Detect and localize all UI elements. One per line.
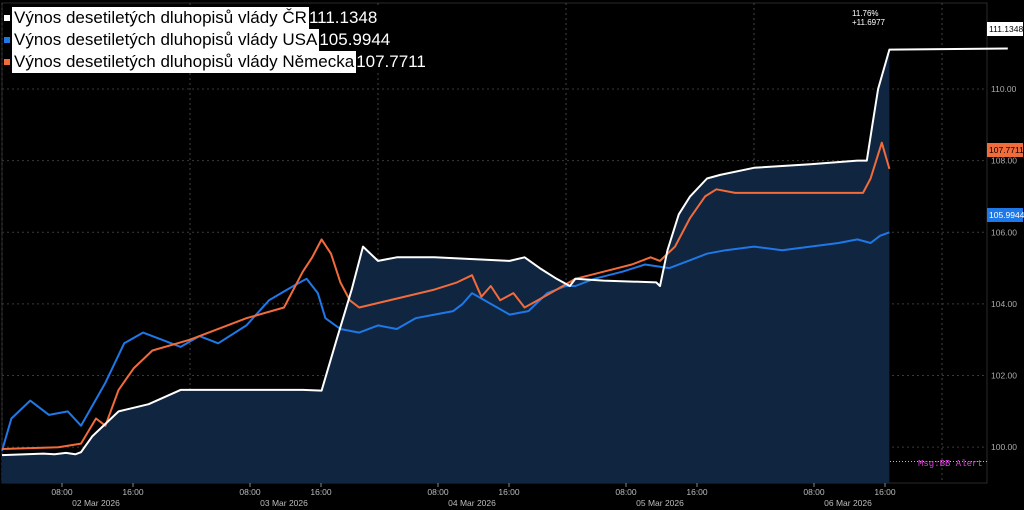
legend-name-usa: Výnos desetiletých dluhopisů vlády USA xyxy=(12,29,320,51)
y-tick-label: 100.00 xyxy=(991,442,1017,452)
tag-cz: 111.1348 xyxy=(987,22,1024,36)
x-tick-label: 08:00 xyxy=(51,487,73,497)
series-line-de xyxy=(1,141,891,450)
status-message: Msg:BB Alert xyxy=(918,459,983,469)
legend-value-de: 107.7711 xyxy=(356,52,426,71)
x-tick-label: 16:00 xyxy=(874,487,896,497)
legend-item-cz: Výnos desetiletých dluhopisů vlády ČR 11… xyxy=(4,7,424,29)
legend-item-de: Výnos desetiletých dluhopisů vlády Němec… xyxy=(4,51,426,73)
legend-name-de: Výnos desetiletých dluhopisů vlády Němec… xyxy=(12,51,357,73)
series-line-usa xyxy=(1,231,890,452)
legend-value-usa: 105.9944 xyxy=(319,30,391,49)
tag-usa: 105.9944 xyxy=(987,208,1024,222)
legend-item-usa: Výnos desetiletých dluhopisů vlády USA 1… xyxy=(4,29,424,51)
series-line-cz xyxy=(1,47,1008,457)
annotation-percent: 11.76% xyxy=(852,9,879,18)
x-tick-label: 08:00 xyxy=(239,487,261,497)
x-day-label: 02 Mar 2026 xyxy=(72,498,120,508)
x-tick-label: 08:00 xyxy=(427,487,449,497)
legend: Výnos desetiletých dluhopisů vlády ČR 11… xyxy=(4,7,426,73)
y-tick-label: 102.00 xyxy=(991,371,1017,381)
x-tick-label: 16:00 xyxy=(498,487,520,497)
legend-name-cz: Výnos desetiletých dluhopisů vlády ČR xyxy=(12,7,309,29)
annotation-change: +11.6977 xyxy=(852,18,885,27)
x-day-label: 04 Mar 2026 xyxy=(448,498,496,508)
x-day-label: 06 Mar 2026 xyxy=(824,498,872,508)
legend-swatch-cz xyxy=(4,15,10,21)
tag-de: 107.7711 xyxy=(987,143,1024,157)
x-tick-label: 16:00 xyxy=(122,487,144,497)
x-tick-label: 16:00 xyxy=(686,487,708,497)
x-tick-label: 16:00 xyxy=(310,487,332,497)
x-tick-label: 08:00 xyxy=(615,487,637,497)
y-tick-label: 106.00 xyxy=(991,227,1017,237)
area-fill-cz xyxy=(2,49,890,483)
legend-swatch-usa xyxy=(4,37,10,43)
y-tick-label: 110.00 xyxy=(991,84,1017,94)
y-tick-label: 104.00 xyxy=(991,299,1017,309)
legend-value-cz: 111.1348 xyxy=(308,8,378,27)
legend-swatch-de xyxy=(4,59,10,65)
x-day-label: 05 Mar 2026 xyxy=(636,498,684,508)
y-tick-label: 108.00 xyxy=(991,156,1017,166)
x-tick-label: 08:00 xyxy=(803,487,825,497)
x-day-label: 03 Mar 2026 xyxy=(260,498,308,508)
